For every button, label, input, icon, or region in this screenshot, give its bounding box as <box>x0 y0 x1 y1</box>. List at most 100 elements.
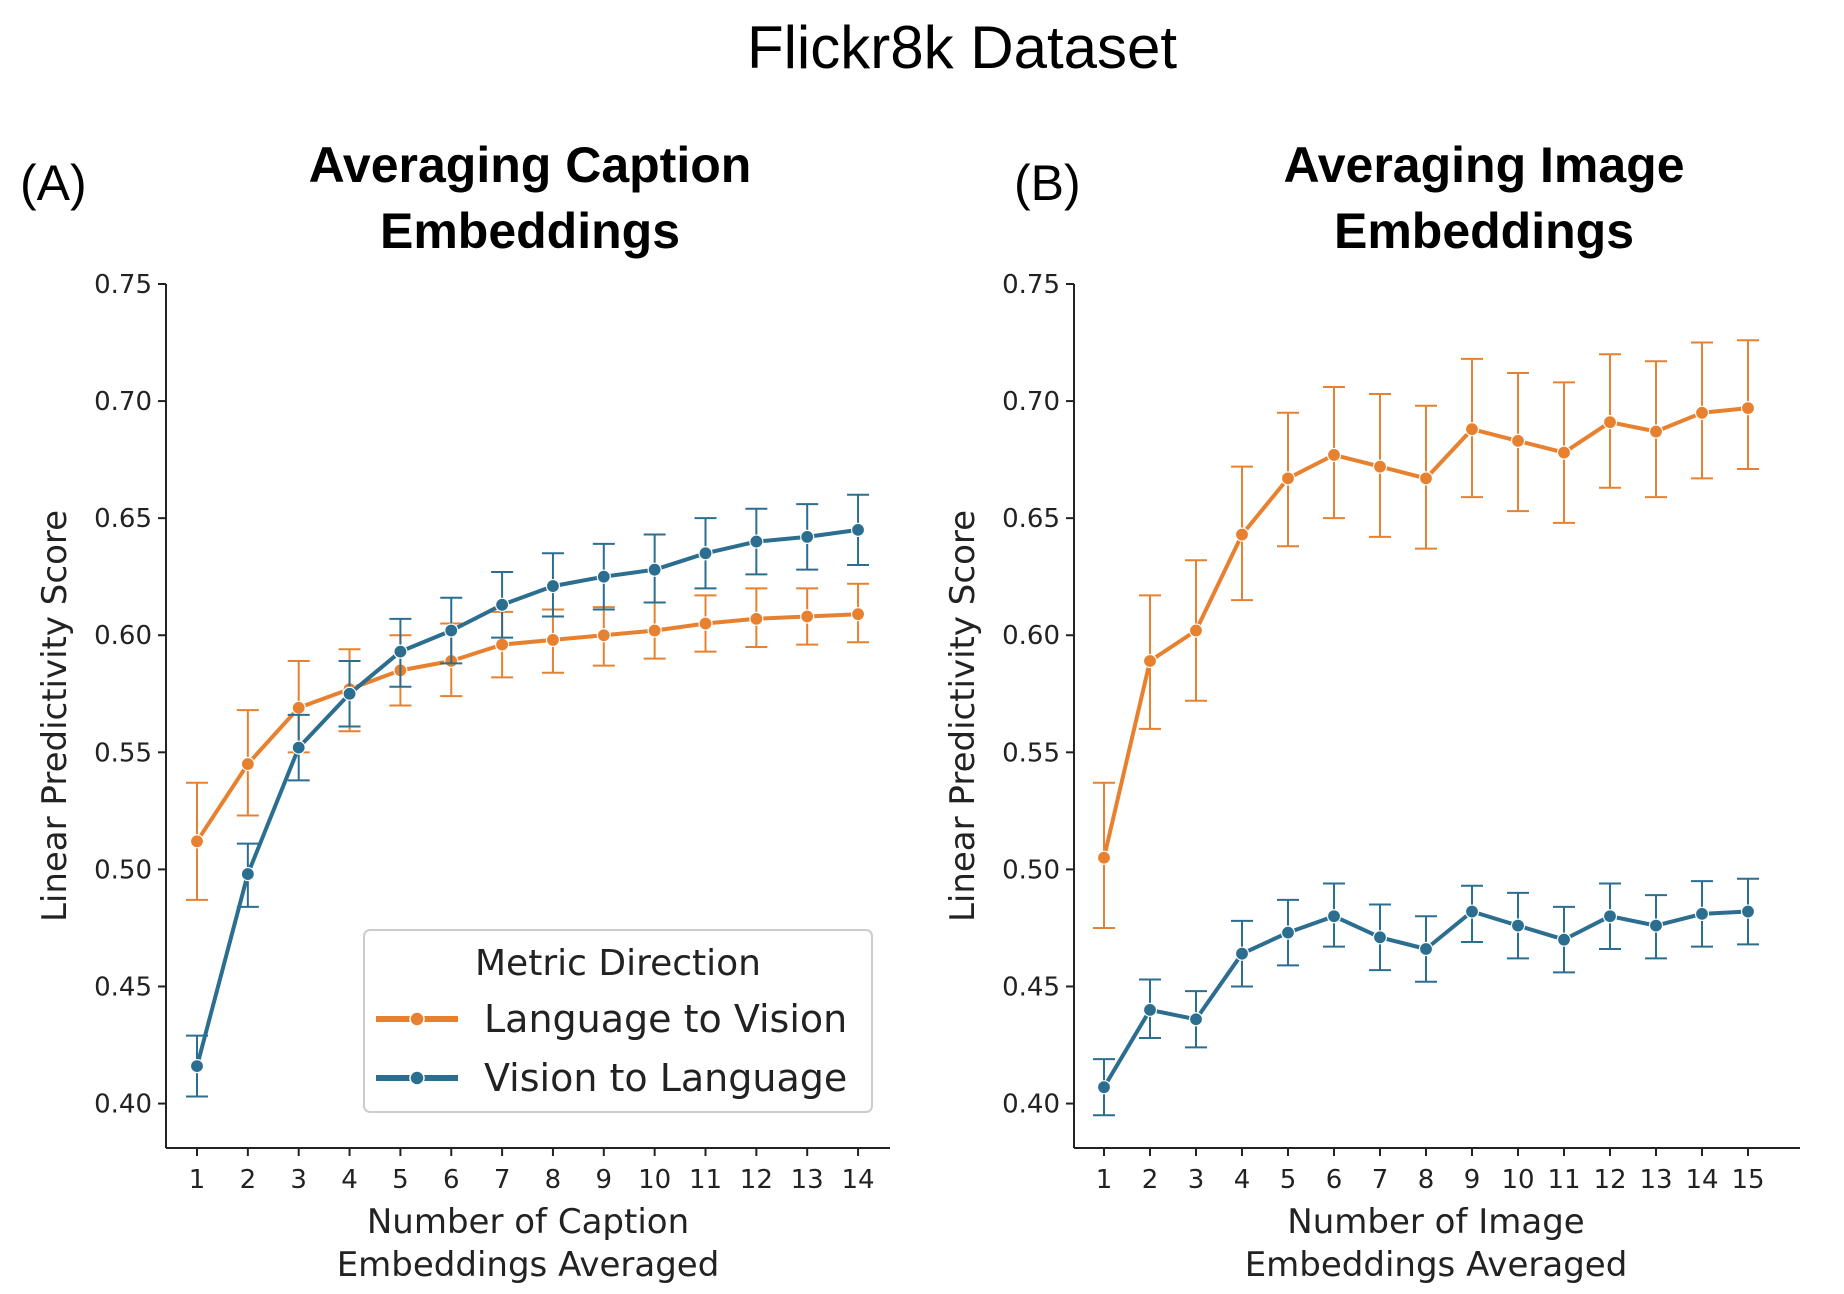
panel-b-point-language-to-vision <box>1280 471 1296 486</box>
panel-a-point-vision-to-language <box>189 1058 205 1074</box>
panel-b-xtick-label: 8 <box>1418 1165 1435 1195</box>
panel-b-point-language-to-vision <box>1234 527 1250 542</box>
panel-a-letter: (A) <box>20 155 87 211</box>
figure-title: Flickr8k Dataset <box>747 14 1177 81</box>
panel-a-ytick-label: 0.75 <box>94 270 152 300</box>
panel-b-point-vision-to-language <box>1510 918 1526 933</box>
panel-a-point-vision-to-language <box>240 866 255 882</box>
panel-a-point-vision-to-language <box>596 569 611 584</box>
panel-b-xtick-label: 5 <box>1280 1165 1297 1195</box>
panel-a-line-language-to-vision <box>195 612 861 844</box>
panel-a-title-line1: Averaging Caption <box>309 137 752 193</box>
panel-b-xtick-label: 7 <box>1372 1165 1389 1195</box>
panel-b-xtick-label: 3 <box>1188 1165 1205 1195</box>
panel-a-point-language-to-vision <box>596 628 611 643</box>
panel-b-xtick-label: 15 <box>1731 1165 1764 1195</box>
panel-b-series-language-to-vision <box>1093 339 1759 929</box>
panel-a-xlabel-line2: Embeddings Averaged <box>337 1245 720 1285</box>
panel-b-point-language-to-vision <box>1188 623 1204 638</box>
panel-a-xtick-label: 3 <box>290 1165 307 1195</box>
panel-a-line-vision-to-language <box>195 527 861 1069</box>
panel-a-xlabel-line1: Number of Caption <box>367 1202 689 1242</box>
panel-b-point-vision-to-language <box>1694 906 1710 921</box>
panel-a-point-language-to-vision <box>495 637 510 652</box>
panel-a-point-language-to-vision <box>240 756 255 772</box>
panel-b-title-line2: Embeddings <box>1334 203 1634 259</box>
panel-a-y-ticks: 0.40 0.45 0.50 0.55 0.60 0.65 0.70 0.75 <box>94 270 166 1120</box>
panel-b-point-language-to-vision <box>1694 405 1710 420</box>
panel-a-point-language-to-vision <box>698 616 713 631</box>
panel-b-xtick-label: 2 <box>1142 1165 1159 1195</box>
panel-b-point-language-to-vision <box>1556 445 1572 460</box>
legend-marker-language-to-vision <box>409 1011 425 1027</box>
panel-b-point-vision-to-language <box>1326 909 1342 924</box>
panel-a-ytick-label: 0.55 <box>94 738 152 768</box>
panel-b-xtick-label: 11 <box>1547 1165 1580 1195</box>
panel-a-point-vision-to-language <box>850 522 866 537</box>
panel-b-series-vision-to-language <box>1093 877 1759 1117</box>
panel-b-xlabel-line2: Embeddings Averaged <box>1245 1245 1628 1285</box>
panel-a-point-vision-to-language <box>749 534 764 549</box>
panel-b-point-language-to-vision <box>1326 447 1342 463</box>
legend-marker-vision-to-language <box>409 1070 425 1086</box>
panel-a-plot <box>186 493 870 1098</box>
panel-b-xtick-label: 12 <box>1593 1165 1626 1195</box>
panel-a-x-ticks: 1 2 3 4 5 6 7 8 9 10 11 12 13 14 <box>189 1148 875 1195</box>
panel-b-point-vision-to-language <box>1556 932 1572 947</box>
panel-a-xtick-label: 4 <box>341 1165 358 1195</box>
panel-a-ytick-label: 0.60 <box>94 621 152 651</box>
panel-b-ylabel: Linear Predictivity Score <box>943 510 983 922</box>
panel-b-point-language-to-vision <box>1602 415 1618 430</box>
panel-a-ytick-label: 0.45 <box>94 972 152 1002</box>
panel-a-point-vision-to-language <box>647 562 662 577</box>
panel-b-ytick-label: 0.50 <box>1002 855 1060 885</box>
panel-b-point-language-to-vision <box>1096 850 1112 865</box>
legend-title: Metric Direction <box>475 943 761 984</box>
panel-a-point-vision-to-language <box>444 623 459 638</box>
panel-b-xtick-label: 9 <box>1464 1165 1481 1195</box>
panel-b-xtick-label: 10 <box>1501 1165 1534 1195</box>
panel-b-point-vision-to-language <box>1740 904 1756 919</box>
panel-a-series-vision-to-language <box>186 493 870 1098</box>
panel-b-point-language-to-vision <box>1648 424 1664 439</box>
panel-b-ytick-label: 0.65 <box>1002 504 1060 534</box>
panel-a-xtick-label: 10 <box>638 1165 671 1195</box>
legend-label-vision-to-language: Vision to Language <box>484 1056 847 1100</box>
panel-a-point-vision-to-language <box>545 578 561 594</box>
panel-a-xtick-label: 1 <box>189 1165 206 1195</box>
panel-b-point-vision-to-language <box>1372 930 1388 945</box>
panel-a-ytick-label: 0.40 <box>94 1090 152 1120</box>
legend-box <box>363 929 873 1113</box>
panel-b-x-ticks: 1 2 3 4 5 6 7 8 9 10 11 12 13 14 15 <box>1096 1148 1765 1195</box>
panel-b-title-line1: Averaging Image <box>1283 137 1684 193</box>
panel-a-ylabel: Linear Predictivity Score <box>35 510 75 922</box>
panel-b-point-language-to-vision <box>1418 471 1434 486</box>
panel-a-xtick-label: 12 <box>740 1165 773 1195</box>
panel-a-xtick-label: 6 <box>443 1165 460 1195</box>
panel-a-ytick-label: 0.50 <box>94 855 152 885</box>
panel-a-point-vision-to-language <box>698 546 713 561</box>
panel-a-point-vision-to-language <box>393 644 408 659</box>
legend-label-language-to-vision: Language to Vision <box>484 997 847 1041</box>
panel-b-point-vision-to-language <box>1418 941 1434 957</box>
panel-b-point-vision-to-language <box>1602 909 1618 924</box>
panel-b-xtick-label: 4 <box>1234 1165 1251 1195</box>
panel-b-ytick-label: 0.55 <box>1002 738 1060 768</box>
panel-b-xlabel-line1: Number of Image <box>1287 1202 1584 1242</box>
panel-b-plot <box>1093 339 1759 1117</box>
panel-b-point-vision-to-language <box>1096 1080 1112 1095</box>
panel-a: (A) Averaging Caption Embeddings 0.400.4… <box>20 137 890 1285</box>
panel-b-point-language-to-vision <box>1464 422 1480 437</box>
panel-a-point-vision-to-language <box>800 529 815 544</box>
panel-b-xtick-label: 6 <box>1326 1165 1343 1195</box>
panel-a-xtick-label: 14 <box>842 1165 875 1195</box>
panel-b-ytick-label: 0.70 <box>1002 387 1060 417</box>
panel-a-ytick-label: 0.65 <box>94 504 152 534</box>
panel-a-point-language-to-vision <box>800 609 815 624</box>
panel-a-xtick-label: 5 <box>392 1165 409 1195</box>
panel-b-point-vision-to-language <box>1188 1012 1204 1027</box>
panel-a-point-vision-to-language <box>291 740 306 755</box>
panel-a-series-language-to-vision <box>186 582 870 901</box>
panel-b-ytick-label: 0.45 <box>1002 972 1060 1002</box>
panel-a-xtick-label: 11 <box>689 1165 722 1195</box>
